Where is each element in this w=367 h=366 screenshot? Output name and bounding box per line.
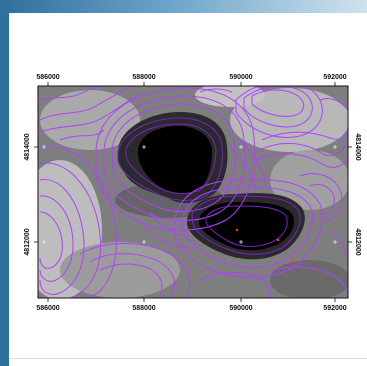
grid-cross	[42, 240, 46, 244]
plot-border	[37, 85, 349, 299]
x-tick-label-top: 588000	[132, 74, 155, 81]
contour-line	[59, 129, 105, 141]
contour-line	[117, 117, 223, 201]
contour-line	[89, 253, 176, 298]
contour-line	[139, 221, 195, 249]
x-tick-label-top: 590000	[229, 74, 252, 81]
contour-line	[103, 95, 246, 221]
point-marker	[290, 260, 294, 264]
contour-line	[319, 97, 348, 111]
contour-line	[39, 162, 101, 298]
grid-crosses	[42, 145, 337, 244]
contour-line	[239, 139, 267, 187]
grid-cross	[239, 145, 243, 149]
contour-line	[39, 86, 133, 121]
contour-line	[259, 139, 348, 157]
relief-east	[270, 150, 348, 210]
y-tick-label-right: 4812000	[354, 228, 361, 255]
side-bar	[0, 13, 9, 366]
point-marker	[235, 228, 239, 232]
contour-line	[39, 146, 117, 298]
contour-line	[95, 87, 256, 231]
relief-northwest	[40, 90, 140, 150]
contour-lines	[39, 86, 348, 298]
grid-cross	[42, 145, 46, 149]
contour-line	[199, 272, 271, 298]
contour-line	[39, 211, 63, 269]
relief-southeast	[270, 260, 348, 298]
contour-line	[309, 183, 335, 215]
point-markers	[235, 228, 294, 264]
contour-line	[39, 86, 105, 101]
y-tick-label-right: 4814000	[354, 133, 361, 160]
contour-line	[229, 145, 257, 189]
relief-northeast	[230, 88, 348, 152]
contour-line	[205, 205, 288, 247]
contour-line	[199, 88, 233, 93]
y-tick-label-left: 4814000	[24, 133, 31, 160]
bottom-divider	[9, 358, 367, 359]
contour-line	[173, 178, 323, 278]
x-tick-label-bottom: 592000	[323, 305, 346, 312]
contour-line	[79, 243, 191, 298]
contour-line	[251, 89, 305, 117]
grid-cross	[333, 145, 337, 149]
contour-line	[299, 173, 343, 223]
point-marker	[276, 238, 280, 242]
title-bar	[0, 0, 367, 13]
grid-cross	[239, 240, 243, 244]
contour-line	[191, 195, 301, 255]
contour-line	[111, 103, 236, 213]
crater-north	[137, 126, 212, 194]
x-tick-label-bottom: 590000	[229, 305, 252, 312]
grid-cross	[333, 240, 337, 244]
grid-cross	[142, 145, 146, 149]
contour-line	[253, 153, 348, 168]
x-tick-label-top: 586000	[36, 74, 59, 81]
contour-line	[99, 263, 163, 298]
contour-line	[39, 93, 141, 133]
contour-line	[149, 211, 191, 237]
contour-line	[261, 127, 348, 141]
relief-layer	[38, 86, 348, 298]
contour-line	[181, 186, 314, 269]
contour-line	[269, 266, 348, 297]
contour-line	[39, 179, 85, 295]
x-tick-label-top: 592000	[323, 74, 346, 81]
x-tick-label-bottom: 588000	[132, 305, 155, 312]
contour-line	[125, 123, 217, 194]
contour-line	[329, 229, 348, 263]
contour-line	[235, 86, 323, 138]
tick-marks	[34, 82, 352, 302]
contour-line	[39, 195, 74, 282]
x-tick-label-bottom: 586000	[36, 305, 59, 312]
y-tick-label-left: 4812000	[24, 228, 31, 255]
grid-cross	[142, 240, 146, 244]
